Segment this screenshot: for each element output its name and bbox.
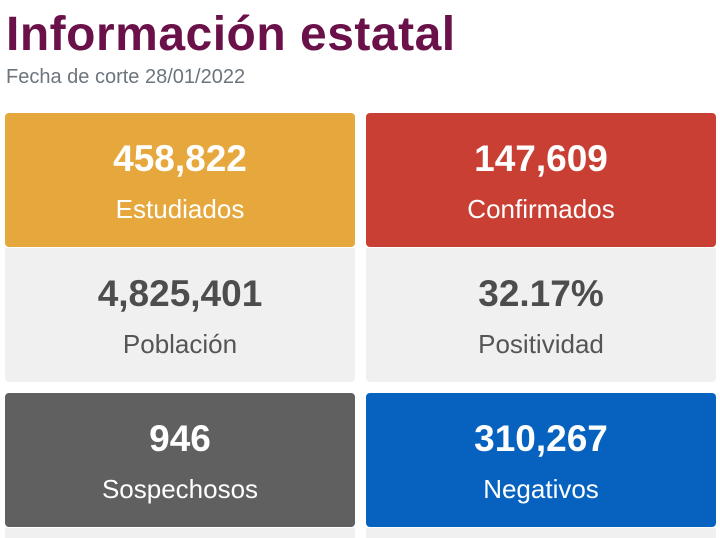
poblacion-value: 4,825,401 [97, 273, 263, 314]
negativos-label: Negativos [483, 474, 599, 504]
negativos-value: 310,267 [474, 418, 608, 459]
positividad-value: 32.17% [478, 273, 604, 314]
sospechosos-value: 946 [149, 418, 211, 459]
positividad-label: Positividad [478, 329, 604, 359]
poblacion-label: Población [122, 329, 238, 359]
confirmados-label: Confirmados [467, 194, 615, 224]
card-sospechosos: 946 Sospechosos [5, 393, 355, 527]
card-negativos: 310,267 Negativos [366, 393, 716, 527]
card-confirmados: 147,609 Confirmados [366, 113, 716, 247]
sospechosos-label: Sospechosos [101, 474, 259, 504]
estudiados-value: 458,822 [113, 138, 247, 179]
card-poblacion: 4,825,401 Población [5, 248, 355, 382]
card-estudiados: 458,822 Estudiados [5, 113, 355, 247]
cutoff-date: Fecha de corte 28/01/2022 [6, 66, 246, 88]
card-bottom-right [366, 528, 716, 538]
page-title: Información estatal [6, 8, 456, 61]
confirmados-value: 147,609 [474, 138, 608, 179]
estudiados-label: Estudiados [115, 194, 245, 224]
card-bottom-left [5, 528, 355, 538]
card-positividad: 32.17% Positividad [366, 248, 716, 382]
